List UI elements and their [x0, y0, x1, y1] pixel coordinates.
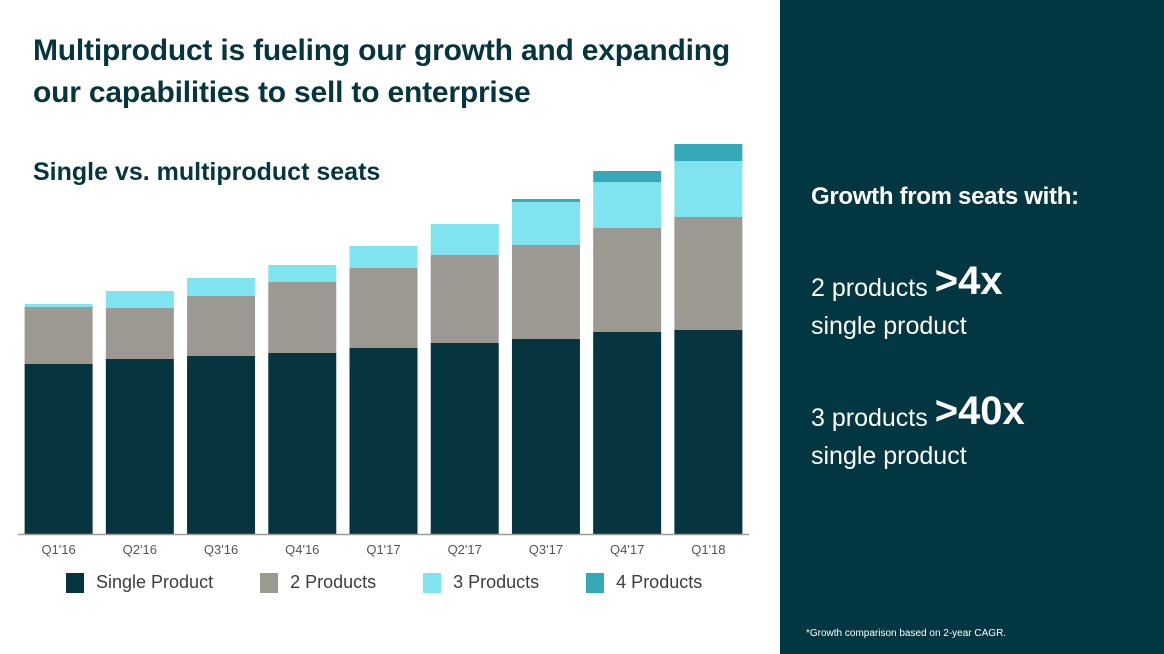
- x-tick-label: Q1'17: [366, 542, 400, 557]
- bar-segment-2-products-Q416: [268, 282, 337, 353]
- x-tick-label: Q3'17: [529, 542, 563, 557]
- bar-segment-4-products-Q317: [511, 199, 580, 202]
- x-tick-label: Q3'16: [204, 542, 238, 557]
- legend-swatch-single: [66, 572, 84, 593]
- stat-prefix: 3 products: [811, 404, 928, 432]
- legend-item-two: 2 Products: [260, 572, 376, 593]
- bar-segment-3-products-Q117: [349, 246, 418, 268]
- bar-segment-2-products-Q316: [187, 296, 256, 356]
- bar-segment-single-product-Q217: [430, 343, 499, 534]
- x-tick-label: Q4'16: [285, 542, 319, 557]
- bar-segment-3-products-Q416: [268, 265, 337, 282]
- stat-suffix: single product: [811, 442, 967, 470]
- bar-segment-2-products-Q118: [674, 217, 743, 330]
- bar-segment-single-product-Q117: [349, 348, 418, 534]
- stat-value: >40x: [934, 389, 1025, 433]
- bar-segment-single-product-Q116: [24, 364, 93, 534]
- legend-item-single: Single Product: [66, 572, 213, 593]
- bar-segment-3-products-Q116: [24, 304, 93, 307]
- x-tick-label: Q2'17: [448, 542, 482, 557]
- bar-segment-4-products-Q417: [593, 171, 662, 182]
- bar-segment-4-products-Q118: [674, 144, 743, 161]
- legend-label: 3 Products: [453, 572, 540, 592]
- bar-segment-3-products-Q316: [187, 278, 256, 296]
- bar-segment-3-products-Q118: [674, 161, 743, 217]
- bar-segment-2-products-Q217: [430, 255, 499, 343]
- stat-prefix: 2 products: [811, 274, 928, 302]
- legend-swatch-four: [586, 572, 605, 593]
- x-tick-label: Q4'17: [610, 542, 644, 557]
- bar-segment-2-products-Q317: [511, 245, 580, 339]
- bar-segment-single-product-Q118: [674, 330, 743, 534]
- legend-item-four: 4 Products: [586, 572, 702, 593]
- slide-title: Multiproduct is fueling our growth and e…: [33, 34, 731, 109]
- stat-three-products: 3 products >40x single product: [811, 389, 1025, 475]
- x-tick-label: Q1'16: [41, 542, 75, 557]
- footnote: *Growth comparison based on 2-year CAGR.: [806, 628, 1007, 639]
- bar-segment-2-products-Q216: [105, 308, 174, 359]
- legend-label: Single Product: [96, 572, 214, 592]
- bar-segment-2-products-Q116: [24, 307, 93, 364]
- chart-subtitle: Single vs. multiproduct seats: [33, 158, 381, 186]
- x-tick-label: Q1'18: [691, 542, 725, 557]
- stat-value: >4x: [934, 259, 1003, 303]
- bar-segment-3-products-Q216: [105, 291, 174, 308]
- legend-swatch-two: [260, 572, 279, 593]
- bar-segment-single-product-Q216: [105, 359, 174, 534]
- x-tick-label: Q2'16: [123, 542, 157, 557]
- bar-segment-3-products-Q317: [511, 202, 580, 245]
- chart-legend: Single Product 2 Products 3 Products 4 P…: [66, 572, 749, 593]
- legend-item-three: 3 Products: [423, 572, 539, 593]
- bar-segment-2-products-Q117: [349, 268, 418, 348]
- bar-segment-3-products-Q417: [593, 182, 662, 228]
- bar-segment-single-product-Q417: [593, 332, 662, 534]
- stat-two-products: 2 products >4x single product: [811, 259, 1003, 345]
- bar-segment-single-product-Q317: [511, 339, 580, 534]
- stacked-bar-chart: Q1'16 Q2'16 Q3'16 Q4'16 Q1'17 Q2'17 Q3'17 Q4'17…: [18, 144, 749, 557]
- panel-heading: Growth from seats with:: [811, 183, 1079, 210]
- growth-panel: Growth from seats with: 2 products >4x s…: [780, 0, 1164, 654]
- bar-segment-single-product-Q416: [268, 353, 337, 534]
- bar-segment-3-products-Q217: [430, 224, 499, 255]
- legend-label: 4 Products: [616, 572, 703, 592]
- legend-label: 2 Products: [290, 572, 377, 592]
- bar-segment-2-products-Q417: [593, 228, 662, 332]
- legend-swatch-three: [423, 572, 442, 593]
- bar-segment-single-product-Q316: [187, 356, 256, 534]
- stat-suffix: single product: [811, 312, 967, 340]
